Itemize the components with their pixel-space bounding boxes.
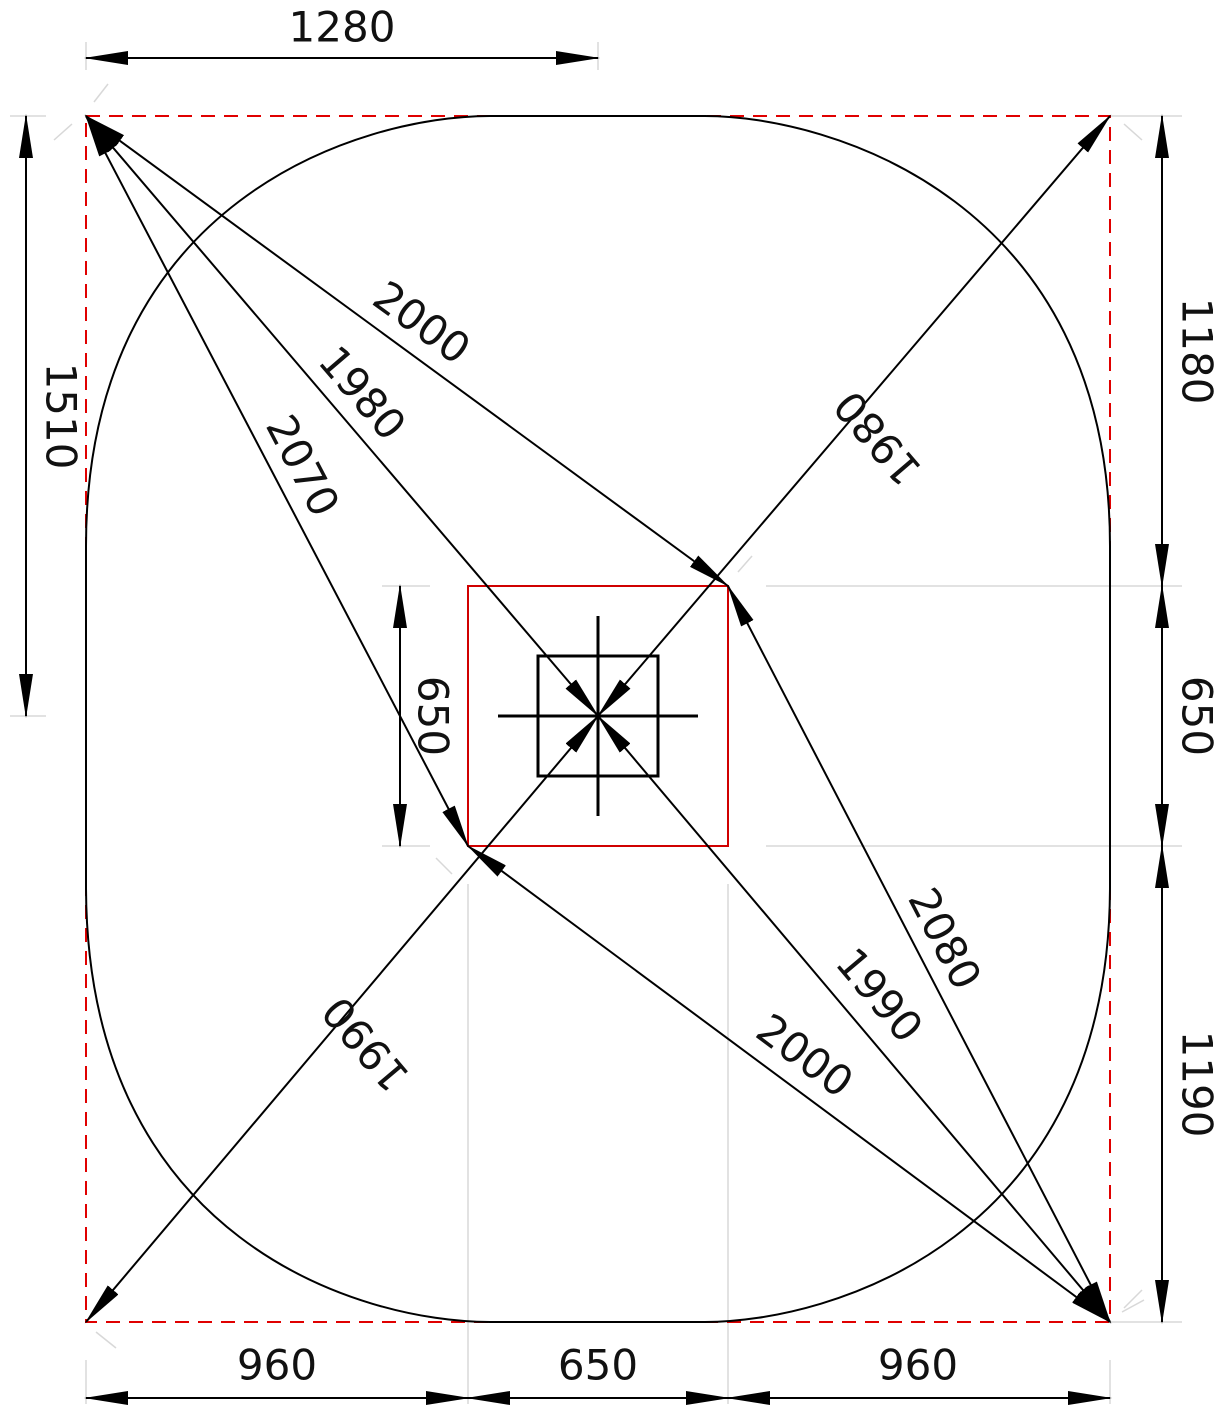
- label-top-width: 1280: [289, 3, 396, 52]
- label-bottom-left: 960: [237, 1341, 317, 1390]
- diag-br-square-tr: [727, 584, 1111, 1324]
- label-bl-center: 1990: [312, 987, 418, 1100]
- diag-tl-square-tr: [84, 114, 730, 588]
- diag-tr-center: [596, 114, 1112, 718]
- label-bottom-mid: 650: [558, 1341, 638, 1390]
- label-br-center: 1990: [826, 938, 932, 1051]
- dimension-lines: [19, 51, 1169, 1405]
- label-tr-center: 1980: [824, 381, 931, 494]
- label-left-height: 1510: [37, 363, 86, 470]
- label-inner-height: 650: [409, 676, 458, 756]
- diag-br-center: [596, 714, 1112, 1324]
- label-tl-square-tr: 2000: [364, 271, 479, 374]
- diag-br-square-bl: [466, 844, 1112, 1324]
- diag-tl-center: [84, 114, 600, 718]
- diag-bl-center: [84, 714, 600, 1324]
- diagonal-lines: [84, 114, 1112, 1324]
- label-br-square-bl: 2000: [747, 1004, 862, 1107]
- label-right-top: 1180: [1173, 298, 1221, 405]
- label-tl-center: 1980: [309, 337, 416, 450]
- label-right-bottom: 1190: [1173, 1031, 1221, 1138]
- label-br-square-tr: 2080: [898, 880, 991, 997]
- label-right-mid: 650: [1173, 676, 1221, 756]
- label-bottom-right: 960: [878, 1341, 958, 1390]
- label-tl-square-bl: 2070: [256, 407, 349, 524]
